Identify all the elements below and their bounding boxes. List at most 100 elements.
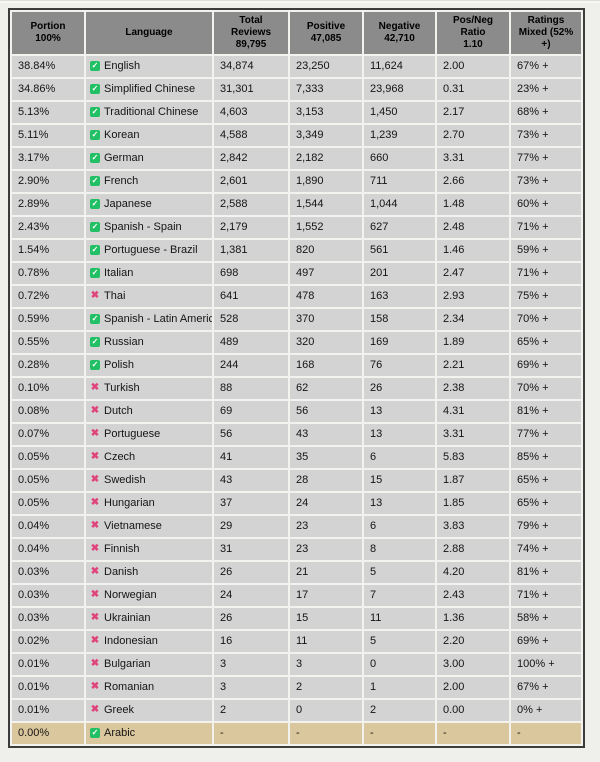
total-reviews-cell: 2,601 (214, 171, 288, 192)
ratings-mixed-cell: 69% + (511, 355, 581, 376)
ratings-mixed-cell: 73% + (511, 171, 581, 192)
check-icon: ✓ (90, 337, 100, 347)
x-icon: ✖ (90, 543, 100, 554)
negative-cell: 26 (364, 378, 435, 399)
language-label: Portuguese - Brazil (104, 244, 198, 256)
table-row: 1.54% ✓ Portuguese - Brazil 1,381 820 561… (12, 240, 581, 261)
positive-cell: 35 (290, 447, 362, 468)
portion-cell: 5.13% (12, 102, 84, 123)
portion-cell: 0.59% (12, 309, 84, 330)
pos-neg-ratio-cell: 1.89 (437, 332, 509, 353)
portion-cell: 0.05% (12, 493, 84, 514)
language-cell: ✖ Indonesian (86, 631, 212, 652)
ratings-mixed-cell: 70% + (511, 309, 581, 330)
portion-cell: 0.01% (12, 677, 84, 698)
language-cell: ✓ English (86, 56, 212, 77)
table-row: 0.04% ✖ Finnish 31 23 8 2.88 74% + (12, 539, 581, 560)
pos-neg-ratio-cell: 2.38 (437, 378, 509, 399)
negative-cell: 13 (364, 401, 435, 422)
table-row: 0.05% ✖ Hungarian 37 24 13 1.85 65% + (12, 493, 581, 514)
table-row: 0.28% ✓ Polish 244 168 76 2.21 69% + (12, 355, 581, 376)
table-row: 0.59% ✓ Spanish - Latin America 528 370 1… (12, 309, 581, 330)
negative-cell: 23,968 (364, 79, 435, 100)
check-icon: ✓ (90, 314, 100, 324)
negative-cell: 660 (364, 148, 435, 169)
table-row: 34.86% ✓ Simplified Chinese 31,301 7,333 … (12, 79, 581, 100)
pos-neg-ratio-cell: 3.00 (437, 654, 509, 675)
column-header-language: Language (86, 12, 212, 54)
table-row: 0.55% ✓ Russian 489 320 169 1.89 65% + (12, 332, 581, 353)
positive-cell: 23 (290, 539, 362, 560)
language-cell: ✓ Korean (86, 125, 212, 146)
ratings-mixed-cell: 0% + (511, 700, 581, 721)
portion-cell: 2.90% (12, 171, 84, 192)
language-cell: ✓ Traditional Chinese (86, 102, 212, 123)
ratings-mixed-cell: 60% + (511, 194, 581, 215)
check-icon: ✓ (90, 61, 100, 71)
ratings-mixed-cell: 71% + (511, 217, 581, 238)
ratings-mixed-cell: 81% + (511, 401, 581, 422)
check-icon: ✓ (90, 130, 100, 140)
ratings-mixed-cell: 69% + (511, 631, 581, 652)
pos-neg-ratio-cell: 1.46 (437, 240, 509, 261)
check-icon: ✓ (90, 268, 100, 278)
total-reviews-cell: 88 (214, 378, 288, 399)
column-header-total-reviews: Total Reviews 89,795 (214, 12, 288, 54)
total-reviews-cell: 3 (214, 677, 288, 698)
ratings-mixed-cell: 81% + (511, 562, 581, 583)
positive-cell: 168 (290, 355, 362, 376)
x-icon: ✖ (90, 474, 100, 485)
language-label: Swedish (104, 474, 146, 486)
portion-cell: 0.55% (12, 332, 84, 353)
language-label: French (104, 175, 139, 187)
ratings-mixed-cell: 70% + (511, 378, 581, 399)
portion-cell: 2.89% (12, 194, 84, 215)
table-row: 5.11% ✓ Korean 4,588 3,349 1,239 2.70 73%… (12, 125, 581, 146)
portion-cell: 5.11% (12, 125, 84, 146)
negative-cell: 0 (364, 654, 435, 675)
positive-cell: 3 (290, 654, 362, 675)
check-icon: ✓ (90, 107, 100, 117)
language-label: Italian (104, 267, 134, 279)
language-label: Romanian (104, 681, 155, 693)
x-icon: ✖ (90, 382, 100, 393)
pos-neg-ratio-cell: 2.17 (437, 102, 509, 123)
language-cell: ✖ Swedish (86, 470, 212, 491)
positive-cell: 2,182 (290, 148, 362, 169)
language-cell: ✓ Arabic (86, 723, 212, 744)
language-label: Russian (104, 336, 144, 348)
reviews-by-language-table: Portion 100% Language Total Reviews 89,7… (8, 8, 585, 748)
language-label: German (104, 152, 144, 164)
pos-neg-ratio-cell: 2.93 (437, 286, 509, 307)
table-row: 2.89% ✓ Japanese 2,588 1,544 1,044 1.48 6… (12, 194, 581, 215)
negative-cell: 158 (364, 309, 435, 330)
positive-cell: 17 (290, 585, 362, 606)
language-cell: ✖ Danish (86, 562, 212, 583)
ratings-mixed-cell: 77% + (511, 148, 581, 169)
language-cell: ✖ Turkish (86, 378, 212, 399)
table-row: 0.72% ✖ Thai 641 478 163 2.93 75% + (12, 286, 581, 307)
language-cell: ✓ Polish (86, 355, 212, 376)
positive-cell: 478 (290, 286, 362, 307)
table-row: 0.01% ✖ Romanian 3 2 1 2.00 67% + (12, 677, 581, 698)
pos-neg-ratio-cell: 2.43 (437, 585, 509, 606)
x-icon: ✖ (90, 405, 100, 416)
pos-neg-ratio-cell: 3.31 (437, 424, 509, 445)
language-label: Polish (104, 359, 134, 371)
ratings-mixed-cell: - (511, 723, 581, 744)
language-label: Ukrainian (104, 612, 151, 624)
negative-cell: 5 (364, 631, 435, 652)
column-header-positive: Positive 47,085 (290, 12, 362, 54)
portion-cell: 2.43% (12, 217, 84, 238)
portion-cell: 0.08% (12, 401, 84, 422)
total-reviews-cell: - (214, 723, 288, 744)
language-label: Japanese (104, 198, 152, 210)
positive-cell: - (290, 723, 362, 744)
portion-cell: 0.04% (12, 539, 84, 560)
ratings-mixed-cell: 85% + (511, 447, 581, 468)
language-label: Czech (104, 451, 136, 463)
pos-neg-ratio-cell: 3.31 (437, 148, 509, 169)
language-cell: ✓ French (86, 171, 212, 192)
check-icon: ✓ (90, 153, 100, 163)
table-row: 5.13% ✓ Traditional Chinese 4,603 3,153 1… (12, 102, 581, 123)
